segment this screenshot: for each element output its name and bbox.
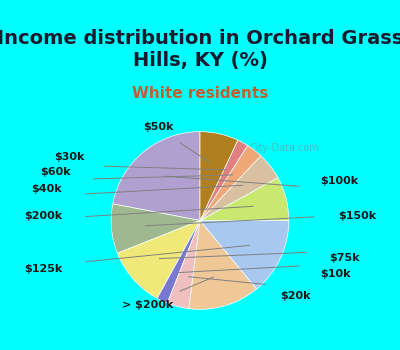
Wedge shape bbox=[117, 220, 200, 298]
Wedge shape bbox=[200, 146, 261, 220]
Wedge shape bbox=[200, 178, 289, 220]
Text: $50k: $50k bbox=[143, 122, 173, 132]
Text: $75k: $75k bbox=[329, 253, 359, 263]
Text: $200k: $200k bbox=[24, 211, 62, 221]
Text: $20k: $20k bbox=[280, 291, 310, 301]
Text: Income distribution in Orchard Grass
Hills, KY (%): Income distribution in Orchard Grass Hil… bbox=[0, 29, 400, 70]
Text: $30k: $30k bbox=[54, 152, 84, 162]
Text: $40k: $40k bbox=[32, 184, 62, 194]
Wedge shape bbox=[157, 220, 200, 303]
Wedge shape bbox=[189, 220, 257, 309]
Wedge shape bbox=[200, 140, 248, 220]
Text: City-Data.com: City-Data.com bbox=[250, 143, 319, 153]
Wedge shape bbox=[200, 220, 289, 289]
Text: $10k: $10k bbox=[320, 269, 350, 279]
Wedge shape bbox=[111, 204, 200, 253]
Text: > $200k: > $200k bbox=[122, 300, 173, 310]
Wedge shape bbox=[200, 156, 278, 220]
Wedge shape bbox=[200, 132, 238, 220]
Text: White residents: White residents bbox=[132, 86, 268, 101]
Wedge shape bbox=[167, 220, 200, 309]
Text: $150k: $150k bbox=[338, 211, 376, 221]
Text: $125k: $125k bbox=[24, 264, 62, 274]
Text: $60k: $60k bbox=[40, 167, 71, 177]
Wedge shape bbox=[113, 132, 200, 220]
Text: $100k: $100k bbox=[320, 175, 358, 186]
